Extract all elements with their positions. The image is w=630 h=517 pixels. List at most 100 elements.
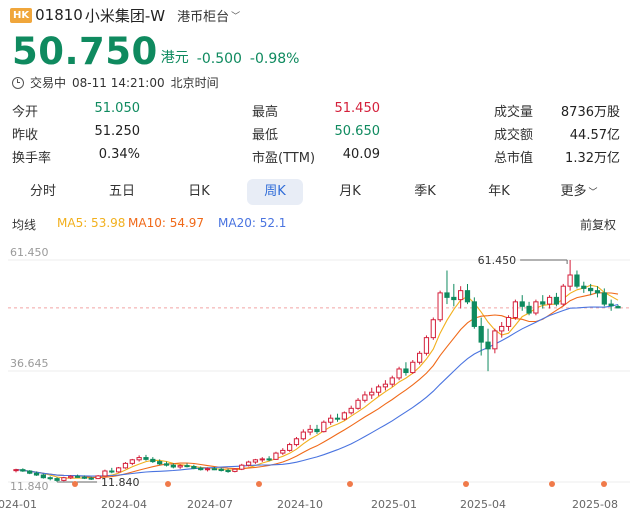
candle [553,292,560,307]
candle-body [143,457,149,460]
tab-monthly-k[interactable]: 月K [339,184,361,199]
candle-body [567,274,573,287]
candle [464,283,471,305]
candle-body [485,341,491,350]
candle-body [33,472,40,476]
candle-body [102,470,108,477]
ma20-value: MA20: 52.1 [218,216,287,230]
candle-body [300,431,306,440]
candle-body [266,458,272,461]
candle-body [280,449,286,454]
candle-body [540,301,546,305]
candle-body [375,386,382,393]
candle-body [499,325,505,332]
board-selector[interactable]: 港币柜台 [177,9,230,25]
candle [293,436,300,447]
event-dot [601,481,607,487]
candle [273,451,279,460]
candle-body [198,467,204,471]
candle-body [259,458,265,461]
candle [68,475,74,480]
candle-body [437,292,443,321]
candle-body [478,325,484,343]
candle [81,475,88,480]
candle-body [451,296,457,301]
candle-body [389,377,395,385]
trade-status-row: 交易中 08-11 14:21:00 北京时间 [12,74,225,91]
candle-body [232,468,238,472]
candle-body [177,465,183,468]
candle [348,405,354,415]
tab-weekly-k[interactable]: 周K [247,179,303,205]
candle [423,335,430,356]
candle [362,391,368,403]
tab-quarterly-k[interactable]: 季K [414,184,436,199]
candle [115,466,122,473]
candle-body [20,469,26,472]
pe-value: 40.09 [342,147,380,162]
candle-body [328,417,334,423]
candle [478,317,484,356]
candle-body [184,465,190,468]
candle-body [464,290,471,303]
candle-body [492,330,498,350]
x-tick-label: 2025-08 [572,498,618,511]
market-cap-label: 总市值 [494,151,534,166]
candle [355,398,361,410]
candle [150,457,156,463]
candle-body [157,461,163,465]
price-row: 50.750 港元 -0.500 -0.98% [12,28,299,72]
candle-body [40,474,46,479]
candle [225,468,231,473]
period-tabs: 分时 五日 日K 周K 月K 季K 年K 更多 ﹀ [0,176,630,210]
candle [594,286,601,298]
tab-yearly-k[interactable]: 年K [488,184,510,199]
candle [218,467,224,472]
candle [410,360,416,374]
candle-body [615,306,621,309]
tab-daily-k[interactable]: 日K [188,184,210,199]
candle-body [211,468,218,471]
candle-body [560,285,566,305]
candle [54,477,60,482]
event-dot [549,481,555,487]
x-axis: 2024-01 2024-04 2024-07 2024-10 2025-01 2025-… [0,481,618,511]
turnover-rate-label: 换手率 [12,151,52,166]
ma5-value: MA5: 53.98 [57,216,126,230]
candle-body [61,477,67,481]
adjust-toggle[interactable]: 前复权 [580,218,617,232]
candle-body [458,290,464,301]
candle [27,470,33,475]
candle [526,301,532,316]
candle [88,476,94,480]
price-change-pct: -0.98% [249,51,300,67]
chart-overlay: 61.450 11.840 [57,254,568,489]
tab-intraday[interactable]: 分时 [29,184,56,199]
event-dot [256,481,262,487]
tab-more-label: 更多 [560,184,587,199]
candle-body [526,305,532,314]
candle [252,458,259,464]
high-label: 最高 [252,105,279,120]
min-label: 11.840 [101,476,140,489]
volume-label: 成交量 [494,105,534,120]
tab-five-day[interactable]: 五日 [108,184,135,199]
candle-body [382,383,389,388]
candle-body [601,292,607,305]
ma-legend: 均线 MA5: 53.98 MA10: 54.97 MA20: 52.1 前复权 [12,216,622,232]
candle [499,321,505,338]
tab-more[interactable]: 更多 ﹀ [549,179,609,205]
stock-code: 01810 [35,6,83,24]
candle [574,270,580,289]
candle-body [13,469,19,472]
candles [13,260,621,482]
candle-body [163,463,170,466]
ma10-value: MA10: 54.97 [128,216,205,230]
candle [163,461,170,467]
candle [287,442,293,452]
chevron-down-icon[interactable]: ﹀ [231,11,241,22]
candle [13,468,19,473]
candle-body [410,361,416,374]
event-dot [165,481,171,487]
